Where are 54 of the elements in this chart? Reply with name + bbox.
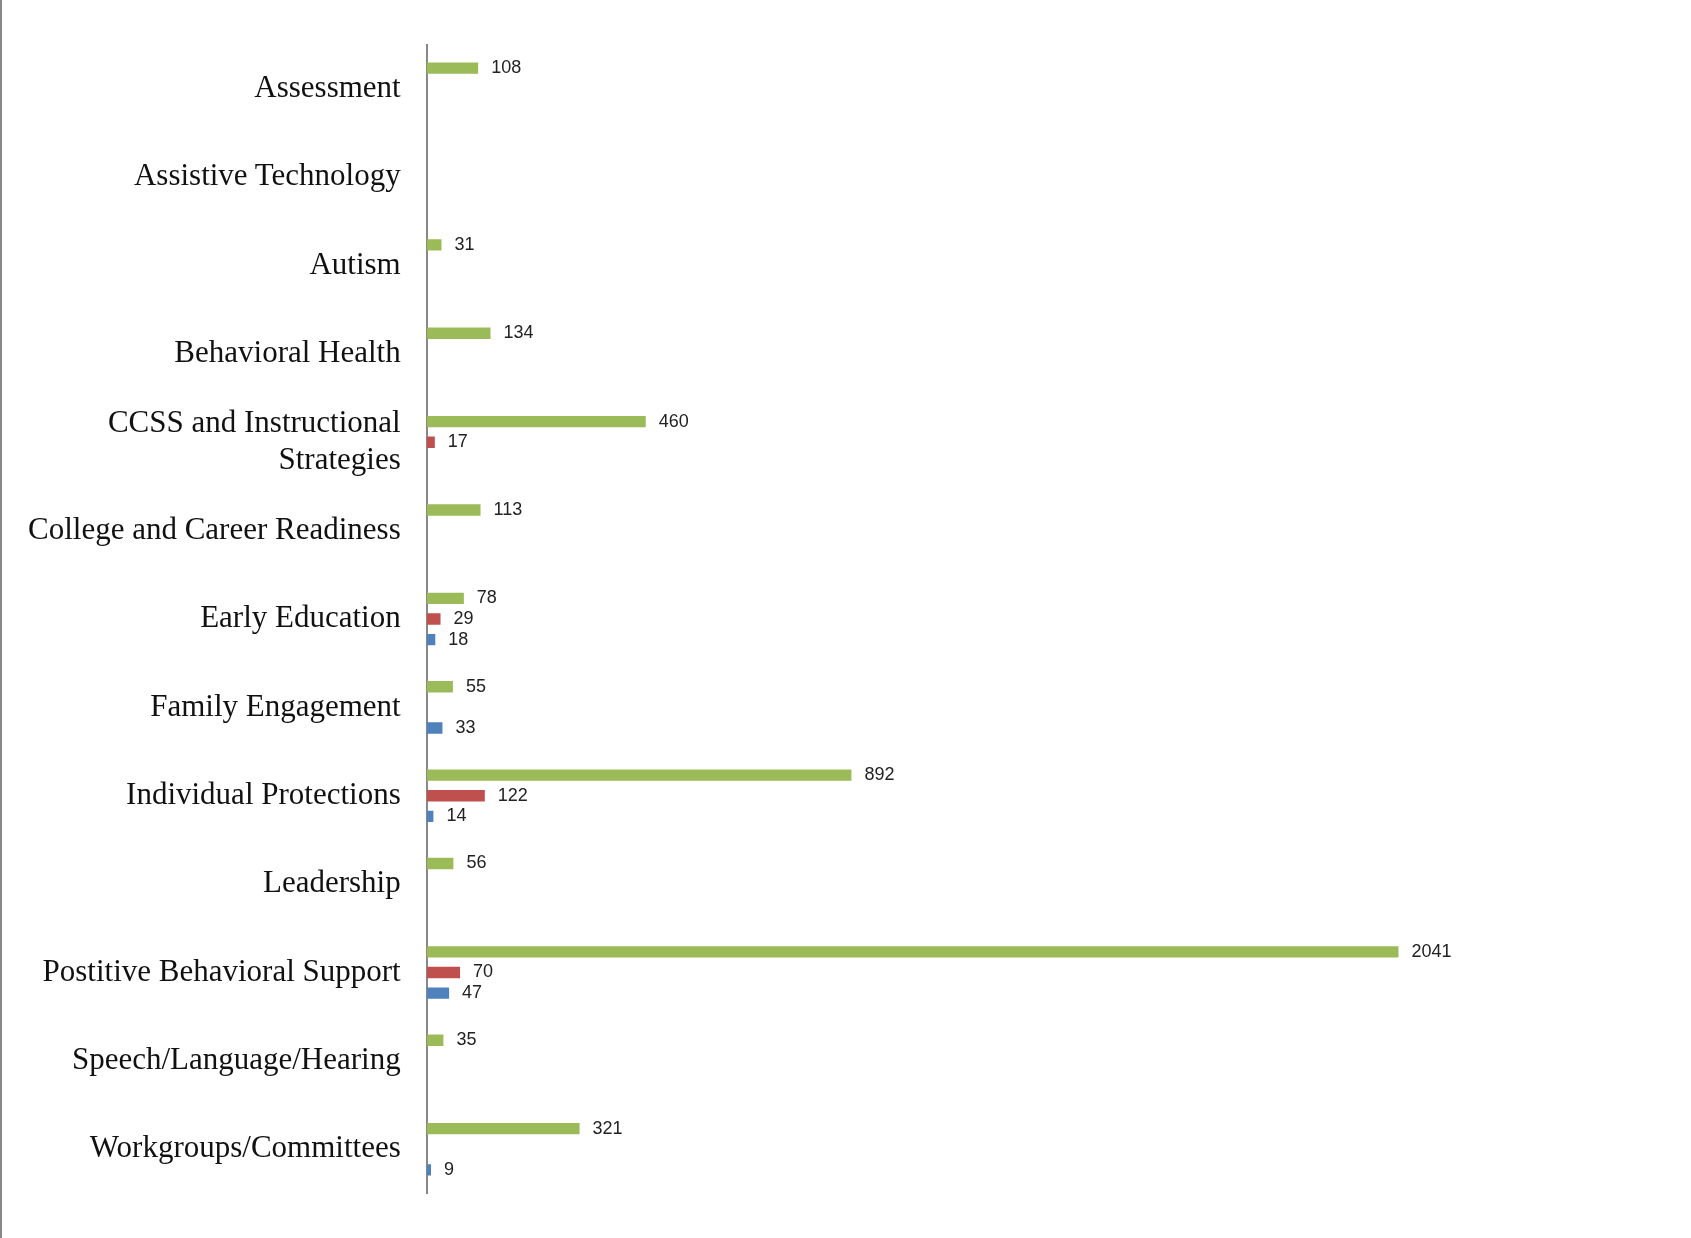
data-label: 460 bbox=[658, 410, 689, 431]
y-tick-label: Postitive Behavioral Support bbox=[42, 952, 402, 988]
y-tick-label: Early Education bbox=[200, 599, 402, 635]
data-label: 18 bbox=[448, 628, 469, 649]
data-label: 33 bbox=[455, 716, 476, 737]
data-label: 14 bbox=[446, 805, 467, 826]
data-label: 78 bbox=[476, 587, 497, 608]
bar bbox=[426, 946, 1399, 958]
bar bbox=[426, 415, 646, 428]
y-tick-label: Behavioral Health bbox=[174, 334, 402, 370]
data-label: 134 bbox=[503, 322, 534, 343]
bar bbox=[426, 722, 443, 734]
bar bbox=[426, 790, 485, 802]
bar bbox=[426, 769, 852, 781]
data-label: 113 bbox=[493, 498, 523, 519]
bar bbox=[426, 1122, 580, 1135]
data-label: 122 bbox=[497, 784, 528, 805]
bar bbox=[426, 1034, 444, 1046]
y-tick-label: Workgroups/Committees bbox=[89, 1129, 401, 1165]
y-tick-label: Assessment bbox=[254, 68, 402, 104]
data-label: 31 bbox=[454, 233, 475, 254]
bar bbox=[426, 857, 454, 870]
data-label: 56 bbox=[466, 852, 487, 873]
y-tick-label: CCSS and Instructional Strategies bbox=[107, 403, 401, 476]
data-label: 70 bbox=[473, 961, 494, 982]
y-tick-label: Individual Protections bbox=[126, 775, 401, 811]
data-label: 2041 bbox=[1411, 940, 1452, 961]
bar bbox=[426, 681, 453, 693]
data-label: 321 bbox=[592, 1117, 623, 1138]
data-label: 35 bbox=[456, 1029, 477, 1050]
bar bbox=[426, 62, 479, 74]
bar bbox=[426, 987, 450, 999]
bar bbox=[426, 436, 435, 448]
y-tick-label: Assistive Technology bbox=[133, 157, 402, 193]
data-label: 55 bbox=[465, 675, 486, 696]
bar bbox=[426, 1164, 432, 1176]
bar bbox=[426, 239, 442, 251]
y-tick-label: Speech/Language/Hearing bbox=[71, 1040, 401, 1076]
bar bbox=[426, 633, 436, 646]
data-label: 17 bbox=[447, 431, 468, 452]
bar bbox=[426, 504, 481, 516]
data-label: 9 bbox=[444, 1158, 455, 1179]
y-tick-label: Autism bbox=[309, 245, 401, 281]
bar bbox=[426, 327, 491, 339]
bar bbox=[426, 592, 464, 605]
data-label: 29 bbox=[453, 607, 474, 628]
y-tick-label: Family Engagement bbox=[150, 687, 402, 723]
y-tick-label: College and Career Readiness bbox=[27, 510, 401, 546]
data-label: 108 bbox=[491, 57, 522, 78]
bar bbox=[426, 613, 441, 625]
data-label: 892 bbox=[864, 764, 895, 785]
y-tick-label: Leadership bbox=[263, 864, 401, 900]
bar bbox=[426, 966, 461, 979]
data-label: 47 bbox=[462, 982, 483, 1003]
